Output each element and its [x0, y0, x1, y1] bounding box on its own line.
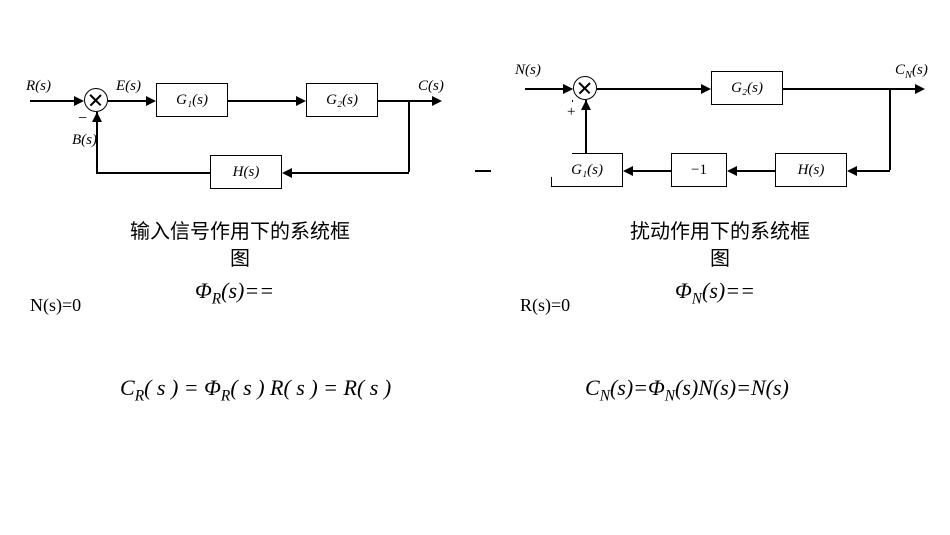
block-g1-left: G₁(s)	[156, 83, 228, 117]
r-ret-h1	[535, 170, 551, 172]
arrow-g1-g2	[296, 96, 306, 106]
left-diagram: G₁(s) G₂(s) H(s) R(s) E(s) B(s) C(s) − 输…	[0, 0, 475, 535]
line-g2-out	[378, 100, 436, 102]
line-g1-g2	[228, 100, 300, 102]
r-ret-h2	[535, 100, 565, 102]
caption-left-2: 图	[100, 242, 380, 271]
arrow-fb-h	[282, 168, 292, 178]
label-es: E(s)	[116, 78, 141, 95]
sign-plus: +	[567, 104, 575, 121]
out-eq-right: CN(s)=ΦN(s)N(s)=N(s)	[585, 375, 789, 405]
label-cns: CN(s)	[895, 62, 928, 81]
label-cs: C(s)	[418, 78, 444, 95]
tf-right: ΦN(s)==	[675, 278, 755, 308]
sign-minus: −	[78, 110, 87, 128]
caption-right-1: 扰动作用下的系统框	[590, 215, 850, 244]
out-eq-left: CR( s ) = ΦR( s ) R( s ) = R( s )	[120, 375, 391, 405]
line-h-sum-h	[96, 172, 210, 174]
line-fb-h1	[292, 172, 409, 174]
line-sum-g1	[108, 100, 150, 102]
arrow-fb-sum	[92, 112, 102, 122]
block-g2-label: G₂(s)	[326, 92, 358, 109]
arrow-rin	[74, 96, 84, 106]
line-rin	[30, 100, 78, 102]
block-g2-left: G₂(s)	[306, 83, 378, 117]
block-h-label: H(s)	[233, 164, 260, 181]
arrow-sum-g1	[146, 96, 156, 106]
r-ret-v	[535, 100, 537, 171]
caption-left-1: 输入信号作用下的系统框	[100, 215, 380, 244]
line-fb-down	[408, 100, 410, 172]
block-g1-label: G₁(s)	[176, 92, 208, 109]
label-rs: R(s)	[26, 78, 51, 95]
summing-junction-left	[84, 88, 108, 112]
caption-right-2: 图	[590, 242, 850, 271]
label-ns: N(s)	[515, 62, 541, 79]
condition-left: N(s)=0	[30, 295, 81, 316]
right-return-overlay	[475, 0, 950, 250]
tf-left: ΦR(s)==	[195, 278, 274, 308]
block-h-left: H(s)	[210, 155, 282, 189]
label-bs: B(s)	[72, 132, 97, 149]
arrow-out	[432, 96, 442, 106]
condition-right: R(s)=0	[520, 295, 570, 316]
